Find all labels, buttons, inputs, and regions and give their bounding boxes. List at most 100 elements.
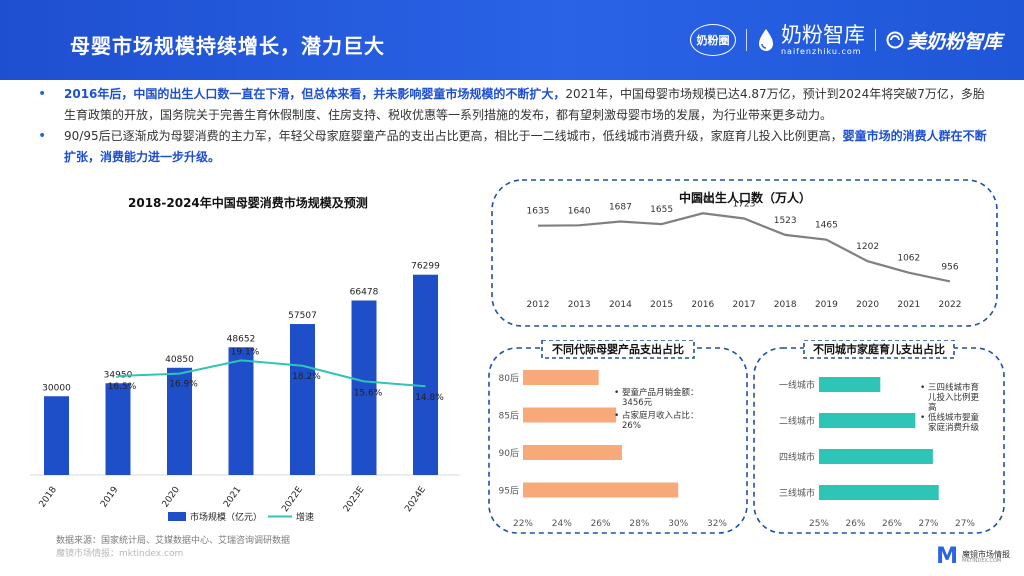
birth-x-tick: 2017 <box>733 300 756 310</box>
bar-2020 <box>167 367 192 475</box>
y-tick-label: 95后 <box>499 486 519 497</box>
summary-bullets: • 2016年后，中国的出生人口数一直在下滑，但总体来看，并未影响婴童市场规模的… <box>38 84 988 168</box>
logo-separator <box>745 29 747 51</box>
y-tick-label: 一线城市 <box>779 379 815 391</box>
x-tick-label: 2023E <box>342 485 367 514</box>
x-tick-label: 26% <box>591 519 611 529</box>
y-tick-label: 90后 <box>499 448 519 459</box>
bar-80后 <box>523 370 599 385</box>
bar-2022E <box>290 324 315 475</box>
naifenzhiku-logo: 奶粉智库 naifenzhiku.com <box>757 22 865 56</box>
note-bullet: • <box>614 388 619 398</box>
panel-title: 不同代际母婴产品支出占比 <box>552 342 684 356</box>
birth-value-label: 956 <box>941 262 958 272</box>
bullet-dot-icon: • <box>38 128 47 144</box>
bar-2021 <box>228 347 254 475</box>
bar-2018 <box>44 396 69 475</box>
birth-x-tick: 2018 <box>774 300 797 310</box>
bar-95后 <box>523 482 679 498</box>
birth-value-label: 1202 <box>856 242 879 252</box>
legend-line-label: 增速 <box>296 511 314 523</box>
bar-2023E <box>351 300 377 475</box>
birth-x-tick: 2012 <box>527 300 550 310</box>
bar-一线城市 <box>819 377 881 392</box>
growth-rate-label: 14.8% <box>415 393 444 403</box>
x-tick-label: 27% <box>955 519 975 529</box>
bar-85后 <box>523 407 617 423</box>
x-tick-label: 2024E <box>403 485 428 514</box>
x-tick-label: 28% <box>629 519 649 529</box>
birth-x-tick: 2022 <box>939 300 962 310</box>
note-bullet: • <box>614 411 619 421</box>
birth-line <box>537 212 951 283</box>
birth-value-label: 1635 <box>527 207 550 217</box>
naifenquan-logo: 奶粉圈 <box>689 24 736 56</box>
birth-x-tick: 2016 <box>691 300 714 310</box>
corner-logo-cn: 魔镜市场情报 <box>962 549 1010 559</box>
birth-x-tick: 2014 <box>609 300 632 310</box>
legend-bar-swatch <box>168 512 186 521</box>
y-tick-label: 四线城市 <box>779 451 815 463</box>
note-text-line: 3456元 <box>622 398 653 408</box>
x-tick-label: 2022E <box>280 485 305 514</box>
meinaifen-logo: 美奶粉智库 <box>886 27 1002 54</box>
note-text-line: 家庭消费升级 <box>928 422 980 433</box>
y-tick-label: 三线城市 <box>779 487 815 499</box>
birth-value-label: 1687 <box>609 202 632 212</box>
birth-population-panel: 中国出生人口数（万人） 1635 2012 1640 2013 1687 2014 1655 2… <box>491 179 998 327</box>
panel-title-box <box>803 340 955 359</box>
bar-90后 <box>523 445 622 460</box>
logo2-cn: 奶粉智库 <box>780 22 865 47</box>
note-text-line: 26% <box>622 421 641 431</box>
birth-value-label: 1786 <box>691 194 714 204</box>
bar-value-label: 40850 <box>165 355 194 365</box>
bullet-1-text: 2021年，中国母婴市场规模已达4.87万亿，预计到2024年将突破7万亿，多胎… <box>64 87 985 122</box>
market-chart-title: 2018-2024年中国母婴消费市场规模及预测 <box>128 196 368 210</box>
birth-value-label: 1523 <box>774 216 797 226</box>
header-banner: 母婴市场规模持续增长，潜力巨大 奶粉圈 奶粉智库 naifenzhiku.com… <box>0 0 1024 80</box>
mktindex-logo: M 魔镜市场情报 MKTINDEX.COM <box>936 546 1010 568</box>
bullet-dot-icon: • <box>38 86 47 102</box>
x-tick-label: 32% <box>707 519 727 529</box>
birth-x-tick: 2019 <box>815 300 838 310</box>
panel-border <box>491 179 998 327</box>
note-text-line: 儿投入比例更 <box>928 392 980 403</box>
bar-value-label: 76299 <box>411 262 440 272</box>
note-text: 婴童产品月销金额： 3456元 <box>622 387 699 408</box>
birth-x-tick: 2015 <box>650 300 673 310</box>
birth-chart-title: 中国出生人口数（万人） <box>679 190 811 205</box>
note-text: 占家庭月收入占比： 26% <box>622 410 699 431</box>
x-tick-label: 2018 <box>38 485 59 510</box>
bullet-2: • 90/95后已逐渐成为母婴消费的主力军，年轻父母家庭婴童产品的支出占比更高，… <box>38 126 988 168</box>
x-tick-label: 26% <box>882 519 902 529</box>
logo2-en: naifenzhiku.com <box>780 46 862 56</box>
drop-icon <box>758 29 773 51</box>
logo3-text: 美奶粉智库 <box>906 30 1002 53</box>
x-tick-label: 22% <box>513 519 533 529</box>
bar-四线城市 <box>819 449 933 464</box>
x-tick-label: 2021 <box>222 485 243 509</box>
corner-logo-en: MKTINDEX.COM <box>962 557 1002 564</box>
note-text: 低线城市婴童家庭消费升级 <box>928 412 980 433</box>
bar-value-label: 57507 <box>288 311 317 321</box>
note-text-line: 三四线城市育 <box>928 382 979 393</box>
note-text-line: 占家庭月收入占比： <box>622 410 699 421</box>
brand-logos: 奶粉圈 奶粉智库 naifenzhiku.com 美奶粉智库 <box>689 22 1002 58</box>
m-logo-icon: M <box>936 544 958 569</box>
x-tick-label: 2020 <box>161 485 182 510</box>
bullet-2-text: 90/95后已逐渐成为母婴消费的主力军，年轻父母家庭婴童产品的支出占比更高，相比… <box>64 129 843 143</box>
bar-三线城市 <box>819 485 939 500</box>
birth-value-label: 1062 <box>897 254 920 264</box>
bar-二线城市 <box>819 413 916 428</box>
x-tick-label: 26% <box>845 519 865 529</box>
bar-2019 <box>105 383 131 475</box>
birth-value-label: 1723 <box>733 200 756 210</box>
market-size-chart: 3000020183495020194085020204865220215750… <box>30 262 460 523</box>
panel-border <box>753 347 1005 534</box>
growth-rate-label: 16.9% <box>169 380 198 390</box>
swirl-icon <box>886 31 904 49</box>
bar-value-label: 30000 <box>42 383 71 393</box>
bullet-2-bold: 婴童市场的消费人群在不断扩张，消费能力进一步升级。 <box>64 129 987 164</box>
x-tick-label: 25% <box>809 519 829 529</box>
